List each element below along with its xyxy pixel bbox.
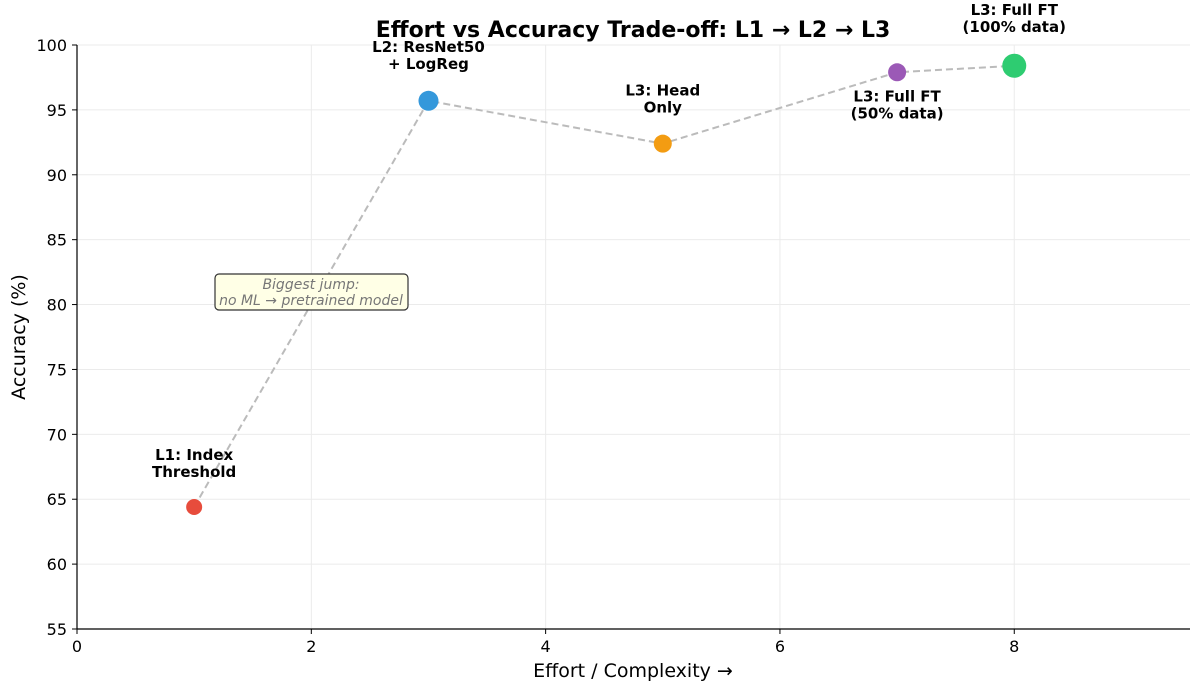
point-label: L3: Full FT — [971, 1, 1059, 19]
x-axis-label: Effort / Complexity → — [533, 660, 733, 682]
data-point — [653, 134, 672, 153]
y-tick-label: 80 — [47, 296, 67, 315]
data-point — [1002, 53, 1027, 78]
x-tick-label: 4 — [541, 637, 551, 656]
point-label: Only — [644, 99, 683, 117]
y-tick-label: 75 — [47, 360, 67, 379]
y-tick-label: 65 — [47, 490, 67, 509]
point-label: L2: ResNet50 — [372, 38, 485, 56]
annotation-line-1: Biggest jump: — [262, 277, 359, 293]
point-label: + LogReg — [388, 55, 469, 73]
data-point — [186, 499, 203, 516]
annotation-box: Biggest jump: no ML → pretrained model — [214, 273, 409, 311]
x-tick-label: 0 — [72, 637, 82, 656]
y-tick-label: 95 — [47, 101, 67, 120]
point-label: (50% data) — [851, 104, 944, 122]
point-label: L3: Full FT — [853, 87, 941, 105]
y-tick-label: 85 — [47, 231, 67, 250]
data-point — [418, 90, 439, 111]
x-tick-label: 6 — [775, 637, 785, 656]
y-axis-label: Accuracy (%) — [8, 274, 30, 400]
y-tick-label: 60 — [47, 555, 67, 574]
y-tick-label: 100 — [36, 36, 67, 55]
y-tick-label: 90 — [47, 166, 67, 185]
ticks: 0 2 4 6 8 55 60 65 70 75 80 85 90 95 100 — [36, 36, 1019, 656]
chart-title: Effort vs Accuracy Trade-off: L1 → L2 → … — [376, 18, 891, 43]
data-point — [888, 63, 907, 82]
point-label: Threshold — [152, 463, 236, 481]
y-tick-label: 70 — [47, 425, 67, 444]
y-tick-label: 55 — [47, 620, 67, 639]
grid — [76, 44, 1190, 630]
x-tick-label: 2 — [306, 637, 316, 656]
annotation-line-2: no ML → pretrained model — [219, 293, 403, 309]
x-tick-label: 8 — [1009, 637, 1019, 656]
point-label: (100% data) — [963, 18, 1066, 36]
point-label: L1: Index — [155, 446, 233, 464]
point-label: L3: Head — [625, 82, 700, 100]
